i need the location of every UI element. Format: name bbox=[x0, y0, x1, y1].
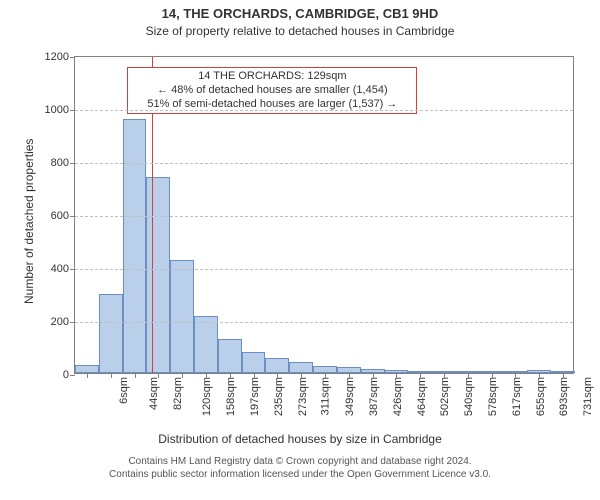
histogram-bar bbox=[218, 339, 242, 373]
x-tick-mark bbox=[420, 373, 421, 378]
x-tick-mark bbox=[444, 373, 445, 378]
x-tick-label: 693sqm bbox=[559, 377, 571, 416]
x-axis-caption: Distribution of detached houses by size … bbox=[0, 432, 600, 446]
attribution-line-1: Contains HM Land Registry data © Crown c… bbox=[0, 456, 600, 469]
x-tick-label: 426sqm bbox=[392, 377, 404, 416]
x-tick-label: 731sqm bbox=[582, 377, 594, 416]
x-tick-label: 655sqm bbox=[535, 377, 547, 416]
annotation-line: 14 THE ORCHARDS: 129sqm bbox=[134, 70, 410, 84]
gridline bbox=[75, 216, 573, 217]
histogram-bar bbox=[99, 294, 123, 374]
histogram-bar bbox=[242, 352, 266, 373]
x-tick-label: 464sqm bbox=[416, 377, 428, 416]
x-tick-mark bbox=[396, 373, 397, 378]
page-title: 14, THE ORCHARDS, CAMBRIDGE, CB1 9HD bbox=[0, 6, 600, 21]
annotation-box: 14 THE ORCHARDS: 129sqm← 48% of detached… bbox=[127, 67, 417, 114]
histogram-bar bbox=[146, 177, 170, 373]
x-tick-label: 44sqm bbox=[148, 377, 160, 410]
y-tick-label: 1200 bbox=[45, 51, 75, 63]
x-tick-mark bbox=[349, 373, 350, 378]
x-tick-mark bbox=[373, 373, 374, 378]
x-tick-label: 387sqm bbox=[368, 377, 380, 416]
histogram-bar bbox=[289, 362, 313, 373]
x-tick-mark bbox=[182, 373, 183, 378]
x-tick-label: 578sqm bbox=[487, 377, 499, 416]
x-tick-mark bbox=[492, 373, 493, 378]
histogram-bar bbox=[123, 119, 147, 373]
y-tick-label: 600 bbox=[51, 210, 75, 222]
x-tick-label: 158sqm bbox=[225, 377, 237, 416]
attribution: Contains HM Land Registry data © Crown c… bbox=[0, 456, 600, 481]
x-tick-label: 617sqm bbox=[511, 377, 523, 416]
x-tick-mark bbox=[277, 373, 278, 378]
histogram-bar bbox=[170, 260, 194, 373]
x-tick-mark bbox=[230, 373, 231, 378]
x-tick-label: 311sqm bbox=[320, 377, 332, 415]
x-tick-mark bbox=[87, 373, 88, 378]
x-tick-label: 6sqm bbox=[118, 377, 130, 404]
y-tick-label: 0 bbox=[63, 369, 75, 381]
histogram-bar bbox=[313, 366, 337, 373]
y-tick-label: 200 bbox=[51, 316, 75, 328]
histogram-bar bbox=[194, 316, 218, 373]
gridline bbox=[75, 269, 573, 270]
x-tick-mark bbox=[111, 373, 112, 378]
x-tick-label: 349sqm bbox=[344, 377, 356, 416]
x-tick-mark bbox=[563, 373, 564, 378]
x-tick-mark bbox=[325, 373, 326, 378]
histogram-plot: 14 THE ORCHARDS: 129sqm← 48% of detached… bbox=[74, 56, 574, 374]
x-tick-label: 540sqm bbox=[463, 377, 475, 416]
x-tick-mark bbox=[539, 373, 540, 378]
x-tick-label: 120sqm bbox=[201, 377, 213, 416]
attribution-line-2: Contains public sector information licen… bbox=[0, 469, 600, 482]
x-tick-label: 502sqm bbox=[440, 377, 452, 416]
x-tick-mark bbox=[206, 373, 207, 378]
x-tick-label: 82sqm bbox=[172, 377, 184, 410]
y-tick-label: 1000 bbox=[45, 104, 75, 116]
y-axis-label: Number of detached properties bbox=[22, 139, 36, 304]
annotation-line: ← 48% of detached houses are smaller (1,… bbox=[134, 84, 410, 98]
x-tick-label: 235sqm bbox=[273, 377, 285, 416]
x-tick-mark bbox=[515, 373, 516, 378]
gridline bbox=[75, 322, 573, 323]
y-tick-label: 400 bbox=[51, 263, 75, 275]
x-tick-mark bbox=[301, 373, 302, 378]
histogram-bar bbox=[75, 365, 99, 373]
y-tick-label: 800 bbox=[51, 157, 75, 169]
page-subtitle: Size of property relative to detached ho… bbox=[0, 24, 600, 38]
histogram-bar bbox=[265, 358, 289, 373]
gridline bbox=[75, 163, 573, 164]
x-tick-mark bbox=[158, 373, 159, 378]
gridline bbox=[75, 110, 573, 111]
x-tick-mark bbox=[254, 373, 255, 378]
x-tick-label: 273sqm bbox=[297, 377, 309, 416]
x-tick-label: 197sqm bbox=[249, 377, 261, 416]
x-tick-mark bbox=[468, 373, 469, 378]
x-tick-mark bbox=[135, 373, 136, 378]
